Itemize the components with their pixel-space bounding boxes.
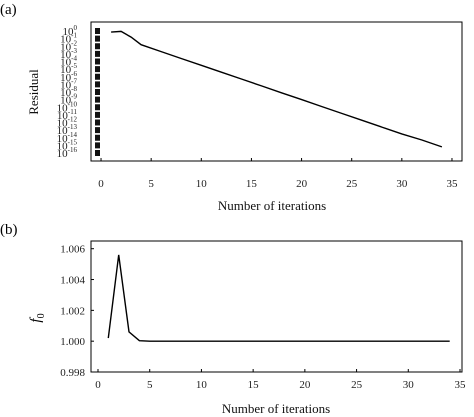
panel-b-y-axis-title: f0 bbox=[28, 313, 47, 322]
panel-a-x-tick-label: 5 bbox=[148, 178, 154, 190]
panel-b-y-axis-title-main: f bbox=[28, 317, 44, 323]
panel-b-x-tick-label: 15 bbox=[248, 379, 260, 391]
panel-b-y-tick-label: 1.000 bbox=[60, 336, 85, 348]
panel-a-y-tick-marker bbox=[95, 104, 100, 111]
panel-a-y-tick-marker bbox=[95, 96, 100, 103]
panel-b-y-tick-label: 1.004 bbox=[60, 275, 85, 287]
panel-a-x-tick-label: 20 bbox=[296, 178, 308, 190]
panel-a-y-tick-marker bbox=[95, 50, 100, 57]
panel-a-y-tick-label: 100 bbox=[63, 24, 78, 38]
panel-a-y-tick-label: 10-1 bbox=[60, 32, 77, 46]
panel-a-y-ticks: 10010-110-210-310-410-510-610-710-810-91… bbox=[57, 24, 100, 160]
panel-a-y-tick-label: 10-3 bbox=[60, 47, 77, 61]
panel-a-y-tick-label: 10-11 bbox=[57, 108, 78, 122]
panel-a-y-tick-label: 10-9 bbox=[60, 93, 77, 107]
panel-a-y-tick-label: 10-2 bbox=[60, 39, 77, 53]
panel-a-y-tick-marker bbox=[95, 73, 100, 80]
panel-a-y-tick-marker bbox=[95, 43, 100, 50]
panel-a-y-tick-label: 10-10 bbox=[57, 100, 78, 114]
panel-a-y-tick-marker bbox=[95, 58, 100, 65]
panel-a-y-tick-label: 10-13 bbox=[57, 123, 78, 137]
panel-a-y-tick-marker bbox=[95, 150, 100, 156]
panel-b-x-axis-title: Number of iterations bbox=[222, 401, 330, 416]
panel-a-y-tick-marker bbox=[95, 81, 100, 88]
panel-b-x-tick-label: 20 bbox=[299, 379, 311, 391]
panel-a-y-tick-marker bbox=[95, 89, 100, 95]
panel-a-y-tick-marker bbox=[95, 66, 100, 73]
panel-b-x-tick-label: 10 bbox=[196, 379, 208, 391]
panel-a-y-tick-marker bbox=[95, 134, 100, 141]
panel-a-label: (a) bbox=[0, 2, 17, 18]
panel-b-y-tick-label: 1.002 bbox=[60, 305, 85, 317]
panel-a-x-tick-label: 30 bbox=[396, 178, 408, 190]
panel-a-x-ticks: 0 5 10 15 20 25 30 35 bbox=[98, 158, 458, 190]
panel-a-y-tick-marker bbox=[95, 142, 100, 149]
panel-a-y-tick-label: 10-7 bbox=[60, 77, 77, 91]
panel-b-x-ticks: 0 5 10 15 20 25 30 35 bbox=[95, 369, 466, 391]
panel-a-y-tick-marker bbox=[95, 28, 100, 34]
panel-b-y-ticks: 0.998 1.000 1.002 1.004 1.006 bbox=[60, 244, 94, 379]
panel-b-x-tick-label: 25 bbox=[351, 379, 363, 391]
panel-a-y-tick-marker bbox=[95, 111, 100, 118]
panel-a-y-tick-label: 10-6 bbox=[60, 70, 77, 84]
panel-a-y-tick-marker bbox=[95, 119, 100, 126]
panel-b-y-axis-title-subscript: 0 bbox=[36, 313, 47, 318]
panel-a-y-tick-label: 10-16 bbox=[57, 146, 78, 160]
panel-a-x-axis-title: Number of iterations bbox=[218, 198, 326, 213]
panel-b-y-tick-label: 1.006 bbox=[60, 244, 85, 256]
panel-a-y-tick-marker bbox=[95, 35, 100, 42]
panel-b-x-tick-label: 0 bbox=[95, 379, 101, 391]
panel-b-label: (b) bbox=[0, 222, 18, 238]
panel-a-x-tick-label: 25 bbox=[346, 178, 358, 190]
panel-a-x-tick-label: 35 bbox=[446, 178, 458, 190]
panel-a-y-tick-label: 10-5 bbox=[60, 62, 77, 76]
panel-b-x-tick-label: 35 bbox=[455, 379, 467, 391]
panel-a-y-axis-title: Residual bbox=[26, 69, 41, 115]
panel-a-x-tick-label: 15 bbox=[246, 178, 258, 190]
panel-b-y-tick-label: 0.998 bbox=[60, 367, 85, 379]
panel-b-plot-frame bbox=[90, 240, 463, 373]
panel-a-y-tick-marker bbox=[95, 127, 100, 134]
panel-b-series-f0 bbox=[107, 254, 450, 342]
panel-b: (b) f0 Number of iterations 0 5 10 15 20 25 30… bbox=[0, 222, 466, 416]
panel-b-x-tick-label: 5 bbox=[147, 379, 153, 391]
panel-a-y-tick-label: 10-12 bbox=[57, 116, 78, 130]
panel-a-plot-frame bbox=[90, 21, 463, 162]
panel-b-x-tick-label: 30 bbox=[403, 379, 415, 391]
panel-a-x-tick-label: 10 bbox=[196, 178, 208, 190]
panel-a-series-residual bbox=[111, 30, 443, 148]
panel-a-y-tick-label: 10-15 bbox=[57, 138, 78, 152]
panel-a-y-tick-label: 10-4 bbox=[60, 55, 77, 69]
panel-a-x-tick-label: 0 bbox=[98, 178, 104, 190]
panel-a-y-tick-label: 10-14 bbox=[57, 131, 78, 145]
panel-a-y-tick-label: 10-8 bbox=[60, 85, 77, 99]
panel-a: (a) Residual Number of iterations 0 5 10 15… bbox=[0, 2, 463, 213]
